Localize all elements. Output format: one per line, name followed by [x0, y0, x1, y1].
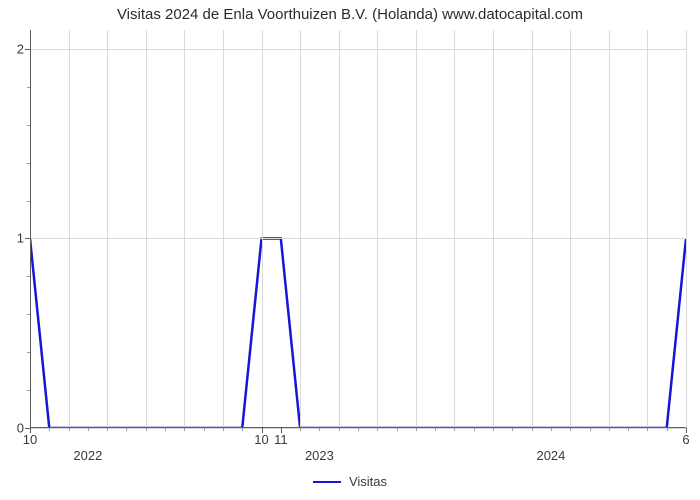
plot-area: 0121010116202220232024 [30, 30, 686, 428]
gridline-vertical [107, 30, 108, 428]
x-minor-tick [551, 428, 552, 431]
x-minor-tick [570, 428, 571, 431]
gridline-vertical [454, 30, 455, 428]
x-minor-tick [493, 428, 494, 431]
x-minor-tick [454, 428, 455, 431]
y-minor-tick [27, 87, 30, 88]
gridline-vertical [30, 30, 31, 428]
gridline-vertical [146, 30, 147, 428]
y-minor-tick [27, 125, 30, 126]
y-minor-tick [27, 390, 30, 391]
gridline-vertical [570, 30, 571, 428]
gridline-vertical [416, 30, 417, 428]
x-minor-tick [397, 428, 398, 431]
gridline-vertical [184, 30, 185, 428]
x-year-label: 2023 [305, 448, 334, 463]
x-minor-tick [69, 428, 70, 431]
x-minor-tick [358, 428, 359, 431]
x-minor-tick [146, 428, 147, 431]
x-minor-tick [88, 428, 89, 431]
x-minor-tick [165, 428, 166, 431]
x-tick-label: 6 [682, 432, 689, 447]
legend-swatch [313, 481, 341, 483]
x-year-label: 2022 [73, 448, 102, 463]
x-minor-tick [300, 428, 301, 431]
x-minor-tick [609, 428, 610, 431]
gridline-vertical [532, 30, 533, 428]
y-minor-tick [27, 314, 30, 315]
y-minor-tick [27, 276, 30, 277]
gridline-vertical [69, 30, 70, 428]
gridline-horizontal [30, 238, 686, 239]
y-tick-label: 1 [17, 231, 24, 246]
y-minor-tick [27, 352, 30, 353]
gridline-vertical [647, 30, 648, 428]
x-minor-tick [49, 428, 50, 431]
y-tick-label: 2 [17, 41, 24, 56]
y-tick [25, 238, 30, 239]
x-minor-tick [339, 428, 340, 431]
x-minor-tick [667, 428, 668, 431]
y-tick [25, 49, 30, 50]
gridline-horizontal [30, 49, 686, 50]
x-minor-tick [532, 428, 533, 431]
x-minor-tick [184, 428, 185, 431]
gridline-vertical [262, 30, 263, 428]
x-minor-tick [590, 428, 591, 431]
x-minor-tick [628, 428, 629, 431]
line-series [30, 30, 686, 428]
gridline-vertical [300, 30, 301, 428]
series-line [30, 238, 686, 428]
x-tick-label: 10 [254, 432, 268, 447]
gridline-vertical [493, 30, 494, 428]
chart-title: Visitas 2024 de Enla Voorthuizen B.V. (H… [0, 6, 700, 23]
y-minor-tick [27, 163, 30, 164]
legend-label: Visitas [349, 474, 387, 489]
x-minor-tick [242, 428, 243, 431]
x-minor-tick [647, 428, 648, 431]
gridline-vertical [223, 30, 224, 428]
x-minor-tick [319, 428, 320, 431]
gridline-vertical [686, 30, 687, 428]
x-tick-label: 10 [23, 432, 37, 447]
x-minor-tick [126, 428, 127, 431]
x-minor-tick [435, 428, 436, 431]
x-minor-tick [107, 428, 108, 431]
x-minor-tick [416, 428, 417, 431]
x-minor-tick [204, 428, 205, 431]
x-minor-tick [377, 428, 378, 431]
x-minor-tick [474, 428, 475, 431]
x-minor-tick [223, 428, 224, 431]
x-year-label: 2024 [536, 448, 565, 463]
y-minor-tick [27, 201, 30, 202]
x-tick-label: 11 [274, 432, 288, 447]
x-minor-tick [512, 428, 513, 431]
chart-container: Visitas 2024 de Enla Voorthuizen B.V. (H… [0, 0, 700, 500]
gridline-vertical [339, 30, 340, 428]
gridline-vertical [377, 30, 378, 428]
gridline-vertical [609, 30, 610, 428]
legend: Visitas [313, 474, 387, 489]
